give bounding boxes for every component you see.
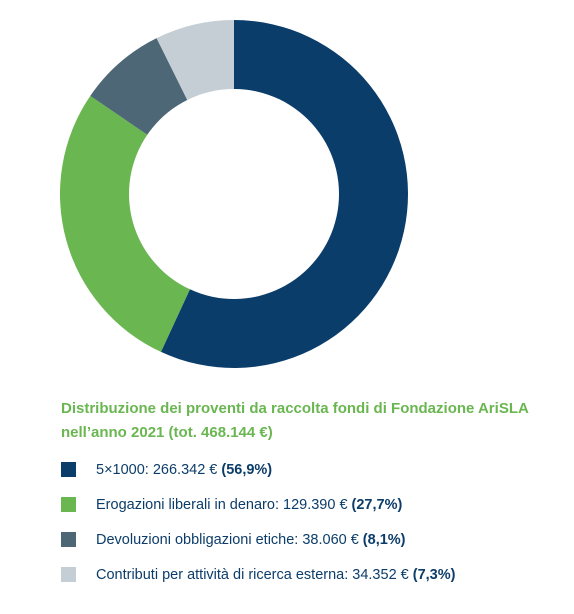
donut-chart [60,20,409,369]
legend-item: Devoluzioni obbligazioni etiche: 38.060 … [61,522,455,557]
donut-slice-4 [156,20,234,100]
legend-swatch [61,462,76,477]
legend-swatch [61,567,76,582]
legend-label: Erogazioni liberali in denaro: 129.390 € [96,496,348,513]
chart-legend: 5×1000: 266.342 € (56,9%) Erogazioni lib… [61,452,455,592]
legend-percent: (7,3%) [412,566,456,583]
legend-item: 5×1000: 266.342 € (56,9%) [61,452,455,487]
legend-percent: (27,7%) [351,496,403,513]
legend-label: Devoluzioni obbligazioni etiche: 38.060 … [96,531,359,548]
legend-label: 5×1000: 266.342 € [96,461,218,478]
donut-slice-1 [160,20,409,369]
legend-percent: (8,1%) [362,531,406,548]
donut-slice-2 [60,95,190,352]
chart-title: Distribuzione dei proventi da raccolta f… [61,400,529,441]
legend-item: Erogazioni liberali in denaro: 129.390 €… [61,487,455,522]
legend-item: Contributi per attività di ricerca ester… [61,557,455,592]
donut-slice-3 [90,38,188,135]
legend-label: Contributi per attività di ricerca ester… [96,566,409,583]
legend-swatch [61,532,76,547]
legend-percent: (56,9%) [221,461,273,478]
legend-swatch [61,497,76,512]
